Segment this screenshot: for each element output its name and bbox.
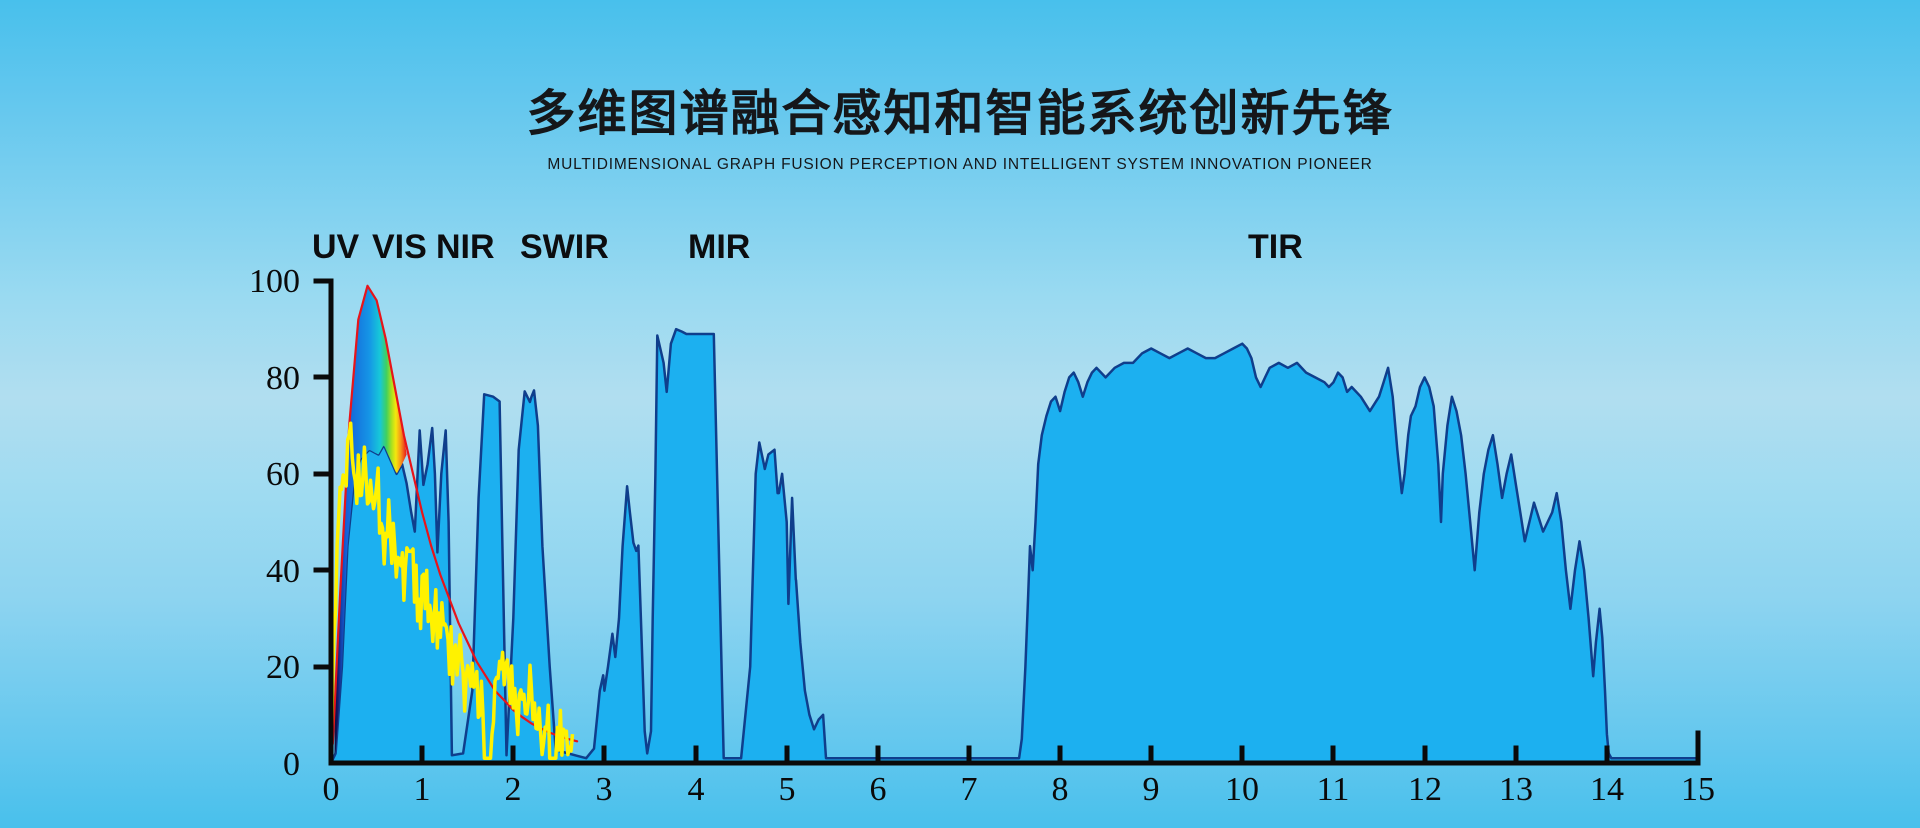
- svg-text:2: 2: [505, 771, 522, 808]
- svg-text:4: 4: [688, 771, 705, 808]
- svg-text:1: 1: [414, 771, 431, 808]
- svg-text:5: 5: [779, 771, 796, 808]
- svg-text:12: 12: [1408, 771, 1442, 808]
- svg-text:15: 15: [1681, 771, 1715, 808]
- svg-text:7: 7: [961, 771, 978, 808]
- svg-text:8: 8: [1052, 771, 1069, 808]
- svg-text:40: 40: [266, 553, 300, 590]
- svg-text:3: 3: [596, 771, 613, 808]
- svg-text:80: 80: [266, 360, 300, 397]
- svg-text:20: 20: [266, 649, 300, 686]
- svg-text:9: 9: [1143, 771, 1160, 808]
- svg-text:6: 6: [870, 771, 887, 808]
- svg-text:13: 13: [1499, 771, 1533, 808]
- svg-text:10: 10: [1225, 771, 1259, 808]
- svg-text:14: 14: [1590, 771, 1624, 808]
- svg-text:100: 100: [249, 263, 300, 300]
- svg-text:0: 0: [323, 771, 340, 808]
- svg-text:0: 0: [283, 746, 300, 783]
- svg-text:11: 11: [1317, 771, 1350, 808]
- svg-text:60: 60: [266, 456, 300, 493]
